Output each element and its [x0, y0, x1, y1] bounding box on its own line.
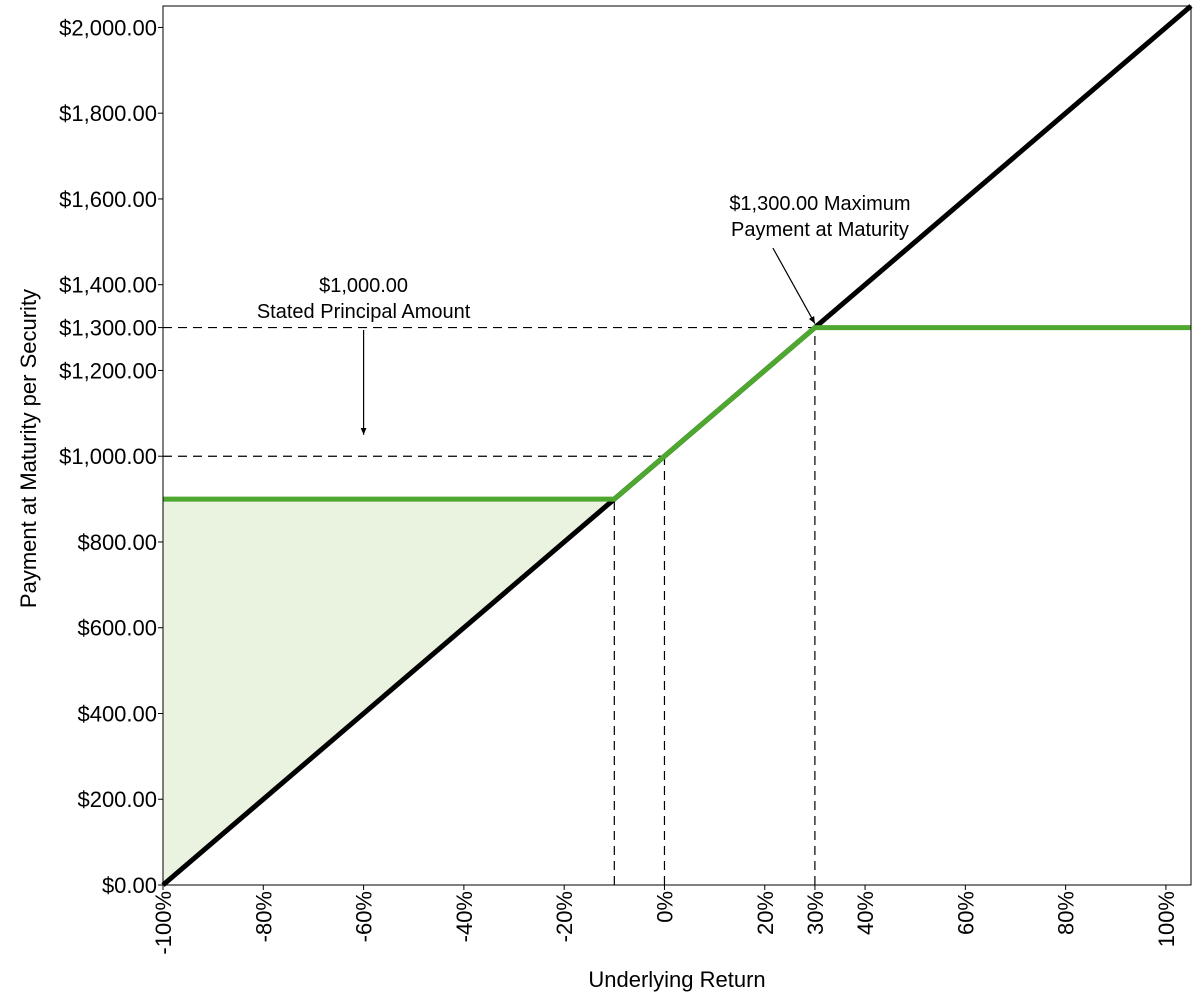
annotation-arrow: [772, 247, 816, 324]
annotation-text: $1,300.00 Maximum: [729, 193, 910, 215]
y-tick-label: $800.00: [77, 530, 157, 555]
x-tick-label: -80%: [251, 891, 276, 942]
series-layer: [161, 4, 1193, 887]
x-axis-title: Underlying Return: [588, 967, 765, 992]
x-tick-label: 30%: [803, 891, 828, 935]
y-tick-label: $2,000.00: [59, 15, 157, 40]
y-tick-label: $400.00: [77, 701, 157, 726]
x-tick-label: 20%: [753, 891, 778, 935]
x-tick-label: -60%: [352, 891, 377, 942]
x-tick-label: -20%: [552, 891, 577, 942]
y-tick-label: $1,000.00: [59, 444, 157, 469]
x-axis-ticks: -100% -80% -60% -40% -20% 0% 20% 30% 40% 60% 80% 10…: [151, 885, 1179, 955]
y-tick-label: $1,800.00: [59, 101, 157, 126]
x-tick-label: 40%: [853, 891, 878, 935]
y-axis-title: Payment at Maturity per Security: [16, 289, 41, 608]
annotation-text: $1,000.00: [319, 275, 408, 297]
y-tick-label: $1,400.00: [59, 273, 157, 298]
y-tick-label: $200.00: [77, 787, 157, 812]
plot-frame: [162, 5, 1192, 886]
y-tick-label: $1,600.00: [59, 187, 157, 212]
annotation-text: Stated Principal Amount: [257, 301, 471, 323]
x-tick-label: 60%: [953, 891, 978, 935]
y-tick-label: $600.00: [77, 616, 157, 641]
x-tick-label: 80%: [1054, 891, 1079, 935]
y-tick-label: $0.00: [102, 873, 157, 898]
y-tick-label: $1,300.00: [59, 316, 157, 341]
reference-lines-layer: [163, 326, 816, 885]
x-tick-label: -100%: [151, 891, 176, 955]
x-tick-label: 0%: [652, 891, 677, 923]
x-tick-label: -40%: [452, 891, 477, 942]
x-tick-label: 100%: [1154, 891, 1179, 947]
annotations-layer: $1,000.00 Stated Principal Amount $1,300.0…: [257, 193, 911, 435]
y-tick-label: $1,200.00: [59, 358, 157, 383]
y-axis-ticks: $0.00 $200.00 $400.00 $600.00 $800.00 $1,000.…: [59, 15, 163, 898]
annotation-text: Payment at Maturity: [731, 219, 909, 241]
security-payment-line: [163, 325, 1191, 502]
